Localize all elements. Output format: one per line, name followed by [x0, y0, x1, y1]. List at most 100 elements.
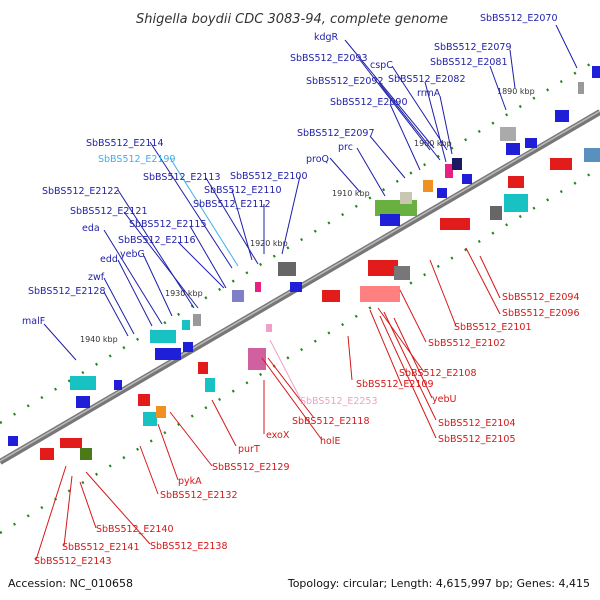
gene-feature — [368, 260, 398, 276]
gene-label: SbBS512_E2199 — [98, 154, 176, 165]
gene-label: SbBS512_E2114 — [86, 138, 164, 149]
gene-label: SbBS512_E2140 — [96, 524, 174, 535]
gene-label: eda — [82, 223, 100, 234]
gene-feature — [232, 290, 244, 302]
gene-label: proQ — [306, 154, 329, 165]
gene-feature — [490, 206, 502, 220]
gene-feature — [193, 314, 201, 326]
gene-feature — [143, 412, 157, 426]
gene-label: SbBS512_E2090 — [330, 97, 408, 108]
gene-feature — [76, 396, 90, 408]
gene-feature — [138, 394, 150, 406]
gene-feature — [156, 406, 166, 418]
gene-label: SbBS512_E2129 — [212, 462, 290, 473]
kbp-label: 1920 kbp — [250, 239, 288, 248]
gene-feature — [322, 290, 340, 302]
gene-label: SbBS512_E2101 — [454, 322, 532, 333]
gene-label: yebU — [432, 394, 456, 405]
upper-tick-track — [0, 56, 600, 425]
bottom-label-connectors — [35, 247, 501, 561]
gene-label: SbBS512_E2082 — [388, 74, 466, 85]
gene-label: SbBS512_E2092 — [306, 76, 384, 87]
gene-label: SbBS512_E2096 — [502, 308, 580, 319]
kbp-label: 1930 kbp — [165, 289, 203, 298]
gene-feature — [114, 380, 122, 390]
gene-label: SbBS512_E2143 — [34, 556, 112, 567]
gene-label: malF — [22, 316, 45, 327]
pink-connector — [269, 339, 301, 399]
gene-label: SbBS512_E2141 — [62, 542, 140, 553]
top-label-connectors — [43, 24, 578, 361]
reverse-genes — [40, 148, 600, 460]
gene-label: rrmA — [417, 88, 441, 99]
gene-feature — [205, 378, 215, 392]
gene-label: SbBS512_E2122 — [42, 186, 120, 197]
gene-label: SbBS512_E2253 — [300, 396, 378, 407]
kbp-labels: 1890 kbp 1900 kbp 1910 kbp 1920 kbp 1930… — [80, 87, 535, 344]
gene-feature — [150, 330, 176, 343]
gene-label: SbBS512_E2138 — [150, 541, 228, 552]
gene-label: SbBS512_E2097 — [297, 128, 375, 139]
gene-feature — [445, 164, 453, 178]
gene-label: SbBS512_E2094 — [502, 292, 580, 303]
gene-feature — [506, 143, 520, 155]
gene-feature — [60, 438, 82, 448]
gene-feature — [360, 286, 400, 302]
gene-feature — [40, 448, 54, 460]
gene-label: SbBS512_E2113 — [143, 172, 221, 183]
gene-feature — [423, 180, 433, 192]
gene-feature — [155, 348, 181, 360]
gene-feature — [183, 342, 193, 352]
gene-feature — [70, 376, 96, 390]
bottom-gene-labels: SbBS512_E2094 SbBS512_E2096 SbBS512_E210… — [34, 292, 580, 567]
gene-label: SbBS512_E2109 — [356, 379, 434, 390]
gene-label: prc — [338, 142, 353, 153]
gene-feature — [525, 138, 537, 148]
gene-label: yebG — [120, 249, 145, 260]
kbp-label: 1890 kbp — [497, 87, 535, 96]
gene-label: edd — [100, 254, 118, 265]
gene-label: SbBS512_E2115 — [129, 219, 207, 230]
gene-label: SbBS512_E2093 — [290, 53, 368, 64]
gene-feature — [508, 176, 524, 188]
gene-label: SbBS512_E2112 — [193, 199, 271, 210]
gene-feature — [290, 282, 302, 292]
gene-label: pykA — [178, 476, 202, 487]
gene-label: SbBS512_E2100 — [230, 171, 308, 182]
gene-label: SbBS512_E2070 — [480, 13, 558, 24]
kbp-label: 1940 kbp — [80, 335, 118, 344]
gene-feature — [550, 158, 572, 170]
gene-label: exoX — [266, 430, 290, 441]
gene-feature — [462, 174, 472, 184]
gene-feature — [592, 66, 600, 78]
gene-feature — [400, 192, 412, 204]
top-gene-labels: SbBS512_E2070 SbBS512_E2079 SbBS512_E208… — [22, 13, 558, 327]
gene-feature — [394, 266, 410, 280]
gene-label: SbBS512_E2116 — [118, 235, 196, 246]
gene-label: SbBS512_E2104 — [438, 418, 516, 429]
gene-feature — [8, 436, 18, 446]
gene-label: SbBS512_E2110 — [204, 185, 282, 196]
accession-text: Accession: NC_010658 — [8, 577, 134, 590]
gene-label: zwf — [88, 272, 105, 283]
gene-feature — [555, 110, 569, 122]
gene-feature — [198, 362, 208, 374]
gene-feature — [80, 448, 92, 460]
gene-label: holE — [320, 436, 340, 447]
gene-feature — [266, 324, 272, 332]
gene-label: cspC — [370, 60, 393, 71]
gene-feature — [255, 282, 261, 292]
gene-label: SbBS512_E2121 — [70, 206, 148, 217]
gene-feature — [380, 214, 400, 226]
gene-feature — [504, 194, 528, 212]
gene-feature — [578, 82, 584, 94]
gene-feature — [500, 127, 516, 141]
gene-label: SbBS512_E2081 — [430, 57, 508, 68]
gene-feature — [182, 320, 190, 330]
gene-label: SbBS512_E2102 — [428, 338, 506, 349]
gene-label: kdgR — [314, 32, 339, 43]
gene-feature — [437, 188, 447, 198]
kbp-label: 1910 kbp — [332, 189, 370, 198]
